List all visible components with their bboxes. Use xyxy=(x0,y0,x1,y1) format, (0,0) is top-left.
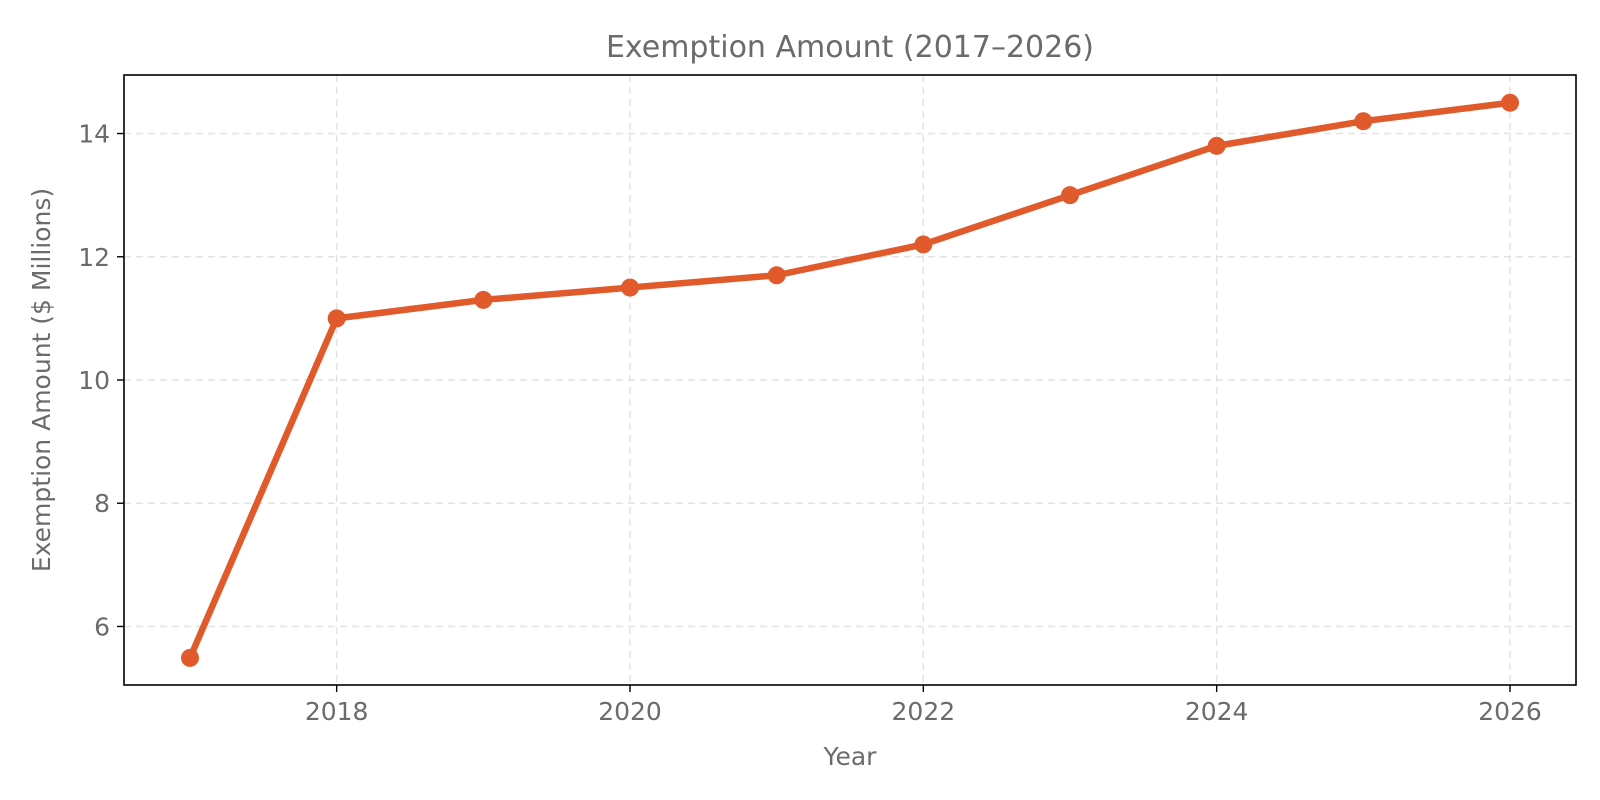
data-point xyxy=(327,309,346,328)
x-tick-label: 2020 xyxy=(598,697,662,726)
data-point xyxy=(181,648,199,667)
data-point xyxy=(1061,186,1079,205)
x-tick-label: 2026 xyxy=(1478,697,1542,726)
y-tick-label: 10 xyxy=(78,366,110,395)
data-point xyxy=(1354,112,1373,131)
x-axis-ticks: 2018 2020 2022 2024 2026 xyxy=(305,685,1542,726)
grid-layer xyxy=(124,75,1576,685)
y-axis-ticks: 6 8 10 12 14 xyxy=(78,120,124,641)
series-line xyxy=(186,99,1514,662)
y-tick-label: 6 xyxy=(94,612,110,641)
data-point xyxy=(914,235,933,254)
y-tick-label: 8 xyxy=(94,489,110,518)
x-tick-label: 2022 xyxy=(892,697,956,726)
y-axis-label: Exemption Amount ($ Millions) xyxy=(27,188,56,572)
data-point xyxy=(621,278,639,297)
y-tick-label: 14 xyxy=(78,120,110,149)
y-tick-label: 12 xyxy=(78,243,110,272)
x-tick-label: 2024 xyxy=(1185,697,1249,726)
x-axis-label: Year xyxy=(823,742,878,771)
data-point xyxy=(474,290,493,309)
data-point xyxy=(767,266,786,285)
data-point xyxy=(1501,93,1519,112)
series-layer xyxy=(181,93,1519,667)
x-tick-label: 2018 xyxy=(305,697,369,726)
data-point xyxy=(1207,136,1226,155)
chart-title: Exemption Amount (2017–2026) xyxy=(606,30,1094,65)
